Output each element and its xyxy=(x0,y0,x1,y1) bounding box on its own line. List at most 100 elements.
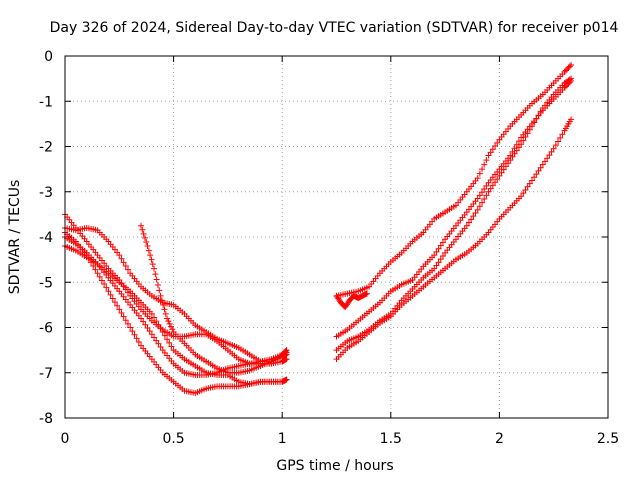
y-tick-label: -1 xyxy=(39,94,53,110)
data-point xyxy=(524,130,531,137)
data-point xyxy=(474,175,481,182)
data-point xyxy=(155,340,162,347)
data-point xyxy=(164,315,171,322)
data-point xyxy=(133,335,140,342)
data-point xyxy=(131,331,138,338)
data-point xyxy=(283,376,290,383)
data-point xyxy=(135,338,142,345)
data-point xyxy=(533,171,540,178)
data-point xyxy=(148,256,155,263)
data-point xyxy=(485,152,492,159)
data-point xyxy=(156,287,163,294)
series-track-4 xyxy=(62,229,290,397)
data-point xyxy=(463,222,470,229)
data-point xyxy=(546,152,553,159)
data-point xyxy=(140,318,147,325)
data-point xyxy=(94,270,101,277)
data-point xyxy=(143,238,150,245)
data-point xyxy=(92,266,99,273)
data-point xyxy=(500,166,507,173)
data-point xyxy=(151,314,158,321)
data-point xyxy=(431,252,438,259)
data-point xyxy=(533,115,540,122)
data-point xyxy=(148,331,155,338)
data-point xyxy=(166,320,173,327)
data-point xyxy=(103,284,110,291)
data-point xyxy=(505,160,512,167)
data-point xyxy=(489,182,496,189)
data-point xyxy=(152,271,159,278)
data-point xyxy=(168,343,175,350)
data-point xyxy=(90,262,97,269)
data-point xyxy=(155,321,162,328)
data-point xyxy=(147,252,154,259)
data-point xyxy=(124,266,131,273)
data-point xyxy=(120,313,127,320)
data-point xyxy=(470,213,477,220)
x-tick-label: 2.5 xyxy=(597,431,619,447)
data-point xyxy=(433,262,440,269)
series-track-1 xyxy=(62,224,290,365)
data-point xyxy=(476,192,483,199)
data-point xyxy=(476,203,483,210)
data-point xyxy=(548,148,555,155)
data-point xyxy=(144,243,151,250)
y-tick-label: 0 xyxy=(44,49,53,65)
data-point xyxy=(158,297,165,304)
data-point xyxy=(487,185,494,192)
data-point xyxy=(116,252,123,259)
data-point xyxy=(431,265,438,272)
data-point xyxy=(465,219,472,226)
data-point xyxy=(542,158,549,165)
data-point xyxy=(157,325,164,332)
data-point xyxy=(157,292,164,299)
data-point xyxy=(142,321,149,328)
data-point xyxy=(439,253,446,260)
data-point xyxy=(157,343,164,350)
data-point xyxy=(474,195,481,202)
data-point xyxy=(568,75,575,82)
data-point xyxy=(138,315,145,322)
data-point xyxy=(96,273,103,280)
data-point xyxy=(552,142,559,149)
data-point xyxy=(149,261,156,268)
data-point xyxy=(153,318,160,325)
data-point xyxy=(522,133,529,140)
x-tick-label: 1 xyxy=(278,431,287,447)
data-point xyxy=(101,281,108,288)
data-point xyxy=(159,329,166,336)
data-point xyxy=(515,144,522,151)
data-point xyxy=(520,190,527,197)
x-tick-labels: 0 0.5 1 1.5 2 2.5 xyxy=(61,431,620,447)
data-point xyxy=(524,183,531,190)
data-points xyxy=(62,62,575,397)
y-tick-label: -4 xyxy=(39,230,53,246)
data-point xyxy=(489,146,496,153)
data-point xyxy=(98,277,105,284)
data-point xyxy=(479,166,486,173)
x-axis-label: GPS time / hours xyxy=(276,458,393,474)
data-point xyxy=(116,306,123,313)
data-point xyxy=(566,63,573,70)
data-point xyxy=(139,226,146,233)
y-tick-label: -7 xyxy=(39,366,53,382)
data-point xyxy=(557,134,564,141)
data-point xyxy=(492,143,499,150)
data-point xyxy=(531,119,538,126)
data-point xyxy=(528,123,535,130)
data-point xyxy=(118,310,125,317)
data-point xyxy=(535,112,542,119)
data-point xyxy=(162,310,169,317)
series-track-10 xyxy=(333,116,575,363)
data-point xyxy=(363,290,370,297)
data-point xyxy=(483,182,490,189)
data-point xyxy=(167,323,174,330)
data-point xyxy=(151,265,158,272)
series-track-7 xyxy=(333,62,575,299)
data-point xyxy=(522,186,529,193)
y-tick-label: -3 xyxy=(39,185,53,201)
data-point xyxy=(437,242,444,249)
data-point xyxy=(160,301,167,308)
data-point xyxy=(513,147,520,154)
data-point xyxy=(496,172,503,179)
